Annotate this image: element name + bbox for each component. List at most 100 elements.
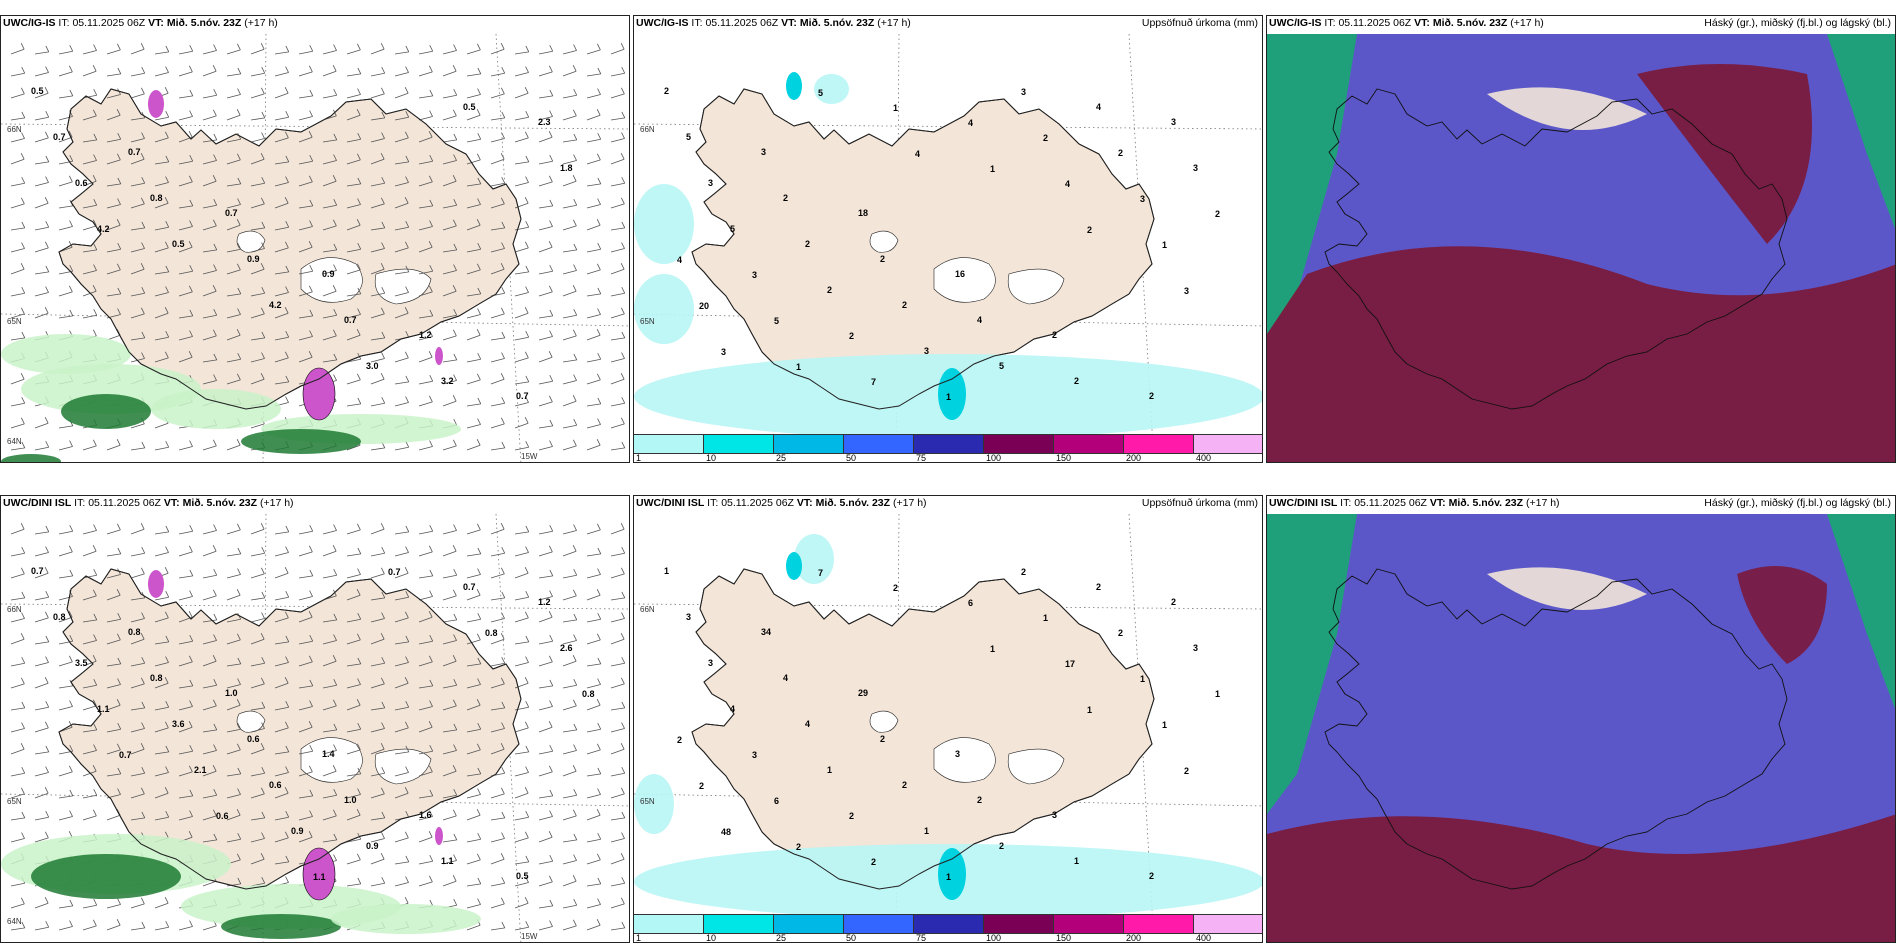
panel-right-title: Uppsöfnuð úrkoma (mm) (1141, 17, 1258, 29)
value-label: 5 (818, 88, 823, 98)
value-label: 2 (893, 583, 898, 593)
accum-area (634, 184, 694, 264)
high-cloud-field (1827, 34, 1895, 229)
clear-sky-patch (1487, 87, 1647, 130)
value-label: 1.1 (97, 704, 110, 714)
value-label: 2 (880, 254, 885, 264)
value-label: 3 (752, 270, 757, 280)
max-accum-area (786, 552, 802, 580)
value-label: 3 (1021, 87, 1026, 97)
glacier-area (933, 257, 996, 303)
panel-header: UWC/IG-IS IT: 05.11.2025 06Z VT: Mið. 5.… (1269, 17, 1891, 29)
value-label: 0.8 (485, 628, 498, 638)
precip-area (331, 904, 481, 934)
legend-swatch (1124, 915, 1194, 933)
axis-label: 66N (7, 605, 22, 614)
legend-tick: 200 (1126, 453, 1142, 463)
value-label: 2 (1021, 567, 1026, 577)
value-label: 2 (1096, 582, 1101, 592)
legend-tick: 10 (706, 453, 717, 463)
legend-swatch (984, 435, 1054, 453)
value-label: 2 (783, 193, 788, 203)
legend-swatch (914, 915, 984, 933)
panel-right-title: Háský (gr.), miðský (fj.bl.) og lágský (… (1704, 497, 1891, 509)
value-label: 3 (1193, 643, 1198, 653)
value-label: 0.7 (344, 315, 357, 325)
value-label: 2 (1215, 209, 1220, 219)
legend-swatch (1194, 435, 1262, 453)
value-label: 1 (893, 103, 898, 113)
low-cloud-field (1267, 246, 1895, 462)
axis-label: 65N (7, 797, 22, 806)
value-label: 3 (1052, 810, 1057, 820)
legend-bar (634, 914, 1262, 934)
value-label: 3 (924, 346, 929, 356)
value-label: 1 (946, 872, 951, 882)
value-label: 7 (818, 568, 823, 578)
glacier-area (374, 748, 432, 785)
value-label: 1.4 (322, 749, 335, 759)
value-label: 2 (1074, 376, 1079, 386)
panel-dini-cloud: UWC/DINI ISL IT: 05.11.2025 06Z VT: Mið.… (1266, 495, 1896, 943)
value-label: 6 (968, 598, 973, 608)
precip-area (221, 914, 341, 939)
value-label: 4 (968, 118, 973, 128)
legend-tick: 1 (636, 933, 642, 943)
heavy-precip-area (148, 90, 164, 118)
axis-label: 65N (7, 317, 22, 326)
value-label: 1.0 (225, 688, 238, 698)
value-label: 4 (730, 704, 735, 714)
value-label: 0.7 (388, 567, 401, 577)
axis-label: 66N (7, 125, 22, 134)
value-label: 0.9 (366, 841, 379, 851)
value-label: 3.6 (172, 719, 185, 729)
value-label: 1 (1087, 705, 1092, 715)
legend-swatch (1054, 915, 1124, 933)
value-label: 2 (1149, 871, 1154, 881)
value-label: 1 (990, 164, 995, 174)
value-label: 3 (752, 750, 757, 760)
value-label: 1 (664, 566, 669, 576)
value-label: 3.5 (75, 658, 88, 668)
legend-tick: 25 (776, 453, 787, 463)
value-label: 0.5 (463, 102, 476, 112)
value-label: 1 (827, 765, 832, 775)
value-label: 18 (858, 208, 868, 218)
precip-areas (1, 90, 461, 462)
value-label: 0.5 (516, 871, 529, 881)
accum-area (634, 774, 674, 834)
iceland-coastline (691, 568, 1155, 890)
value-label: 1.6 (419, 810, 432, 820)
value-label: 2 (871, 857, 876, 867)
panel-header: UWC/DINI ISL IT: 05.11.2025 06Z VT: Mið.… (636, 497, 1258, 509)
value-label: 5 (774, 316, 779, 326)
value-label: 3 (686, 612, 691, 622)
low-cloud-field (1737, 566, 1827, 664)
max-accum-area (786, 72, 802, 100)
wind-barbs (10, 43, 626, 451)
value-label: 34 (761, 627, 771, 637)
high-cloud-field (1267, 514, 1357, 814)
value-label: 6 (774, 796, 779, 806)
max-accum-area (938, 848, 966, 900)
axis-labels: 66N 65N (640, 125, 655, 326)
value-label: 0.9 (247, 254, 260, 264)
value-label: 1 (796, 362, 801, 372)
value-label: 4 (977, 315, 982, 325)
value-labels: 0.5 0.7 0.7 0.9 1.2 0.7 0.7 0.8 0.9 0.7 3.2 2.3 0.6 0… (31, 86, 573, 401)
value-label: 2 (1118, 148, 1123, 158)
heavy-precip-area (435, 347, 443, 365)
glacier-area (933, 737, 996, 783)
value-label: 2 (902, 780, 907, 790)
low-cloud-field (1267, 814, 1895, 942)
legend-swatch (984, 915, 1054, 933)
precip-areas (1, 570, 481, 939)
value-label: 1 (1162, 240, 1167, 250)
value-label: 5 (999, 361, 1004, 371)
value-label: 3.0 (366, 361, 379, 371)
value-label: 1 (924, 826, 929, 836)
panel-header: UWC/DINI ISL IT: 05.11.2025 06Z VT: Mið.… (3, 497, 294, 509)
value-label: 2 (1149, 391, 1154, 401)
axis-label: 66N (640, 125, 655, 134)
legend-swatch (634, 915, 704, 933)
